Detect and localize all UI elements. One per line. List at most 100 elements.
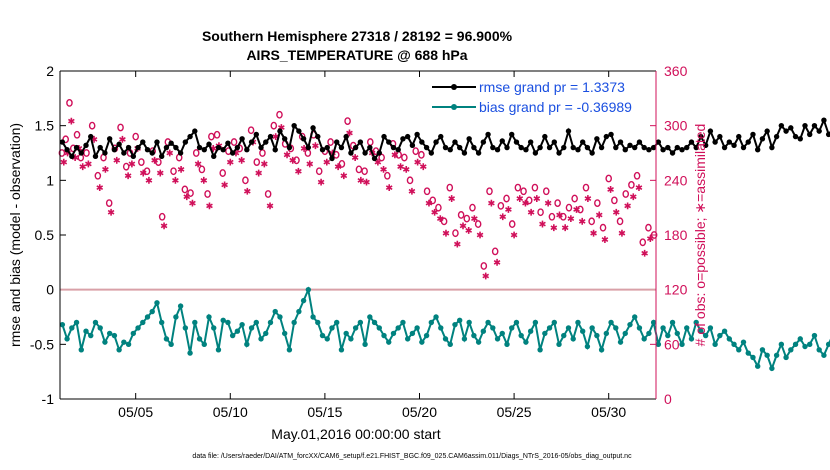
possible-obs-point: [204, 190, 211, 198]
assimilated-obs-point: [238, 156, 245, 164]
bias-point: [731, 341, 737, 348]
possible-obs-point: [264, 190, 272, 198]
bias-point: [442, 336, 449, 342]
possible-obs-point: [491, 247, 499, 256]
rmse-point: [480, 139, 487, 145]
rmse-point: [792, 133, 799, 140]
assimilated-obs-point: [102, 166, 109, 173]
possible-obs-point: [423, 187, 431, 196]
bias-point: [504, 341, 510, 348]
rmse-point: [168, 140, 174, 146]
possible-obs-point: [537, 208, 544, 217]
bias-point: [523, 339, 529, 345]
rmse-point: [220, 147, 226, 153]
rmse-point: [575, 147, 581, 153]
bias-point: [684, 325, 690, 331]
bias-point: [825, 341, 830, 348]
left-tick-label: 1.5: [35, 118, 55, 134]
bias-point: [433, 314, 439, 320]
assimilated-obs-point: [436, 215, 444, 222]
rmse-point: [140, 139, 146, 145]
bias-point: [192, 319, 198, 326]
right-tick-label: 180: [664, 227, 688, 243]
axes-lines: [59, 70, 657, 400]
plot-area: [60, 71, 656, 399]
bias-point: [594, 332, 600, 339]
rmse-point: [494, 147, 501, 153]
rmse-point: [343, 133, 349, 140]
bias-point: [797, 336, 803, 342]
left-tick-label: 1: [46, 172, 54, 188]
rmse-point: [561, 144, 567, 151]
rmse-point: [206, 141, 212, 147]
assimilated-obs-point: [68, 117, 75, 125]
rmse-point: [551, 139, 558, 145]
assimilated-obs-point: [425, 199, 433, 207]
bias-point: [367, 314, 373, 320]
rmse-point: [419, 139, 425, 145]
bias-point: [88, 332, 94, 339]
possible-obs-point: [213, 130, 221, 139]
rmse-point: [315, 133, 321, 140]
bias-point: [343, 330, 349, 337]
assimilated-obs-point: [459, 222, 467, 230]
assimilated-obs-point: [151, 156, 158, 164]
rmse-point: [371, 155, 378, 162]
x-tick-label: 05/20: [402, 404, 437, 420]
bias-point: [485, 319, 491, 326]
assimilated-obs-point: [380, 166, 387, 173]
rmse-point: [106, 136, 113, 142]
bias-point: [69, 325, 75, 331]
rmse-point: [456, 144, 463, 151]
possible-obs-point: [401, 153, 408, 162]
possible-obs-point: [242, 176, 249, 185]
assimilated-obs-point: [488, 199, 495, 207]
rmse-point: [660, 147, 666, 153]
rmse-point: [773, 133, 780, 140]
assimilated-obs-point: [194, 160, 202, 168]
rmse-point: [684, 144, 690, 151]
assimilated-obs-point: [391, 151, 399, 159]
assimilated-obs-point: [85, 160, 92, 168]
rmse-point: [702, 142, 709, 149]
assimilated-obs-point: [145, 176, 153, 184]
bias-point: [92, 319, 99, 326]
bias-point: [291, 319, 297, 326]
assimilated-obs-point: [465, 227, 473, 234]
bias-point: [324, 336, 330, 342]
x-tick-label: 05/30: [591, 404, 626, 420]
bias-point: [168, 341, 174, 348]
bias-point: [527, 328, 534, 334]
rmse-point: [594, 136, 600, 142]
assimilated-obs-point: [442, 229, 450, 237]
rmse-point: [400, 136, 406, 142]
assimilated-obs-point: [397, 163, 404, 171]
possible-obs-point: [480, 262, 488, 270]
rmse-point: [296, 128, 302, 134]
bias-point: [376, 325, 382, 331]
rmse-point: [546, 144, 553, 151]
bias-point: [674, 330, 680, 337]
bias-point: [263, 330, 269, 337]
rmse-point: [390, 144, 397, 151]
possible-obs-point: [315, 167, 323, 176]
rmse-point: [513, 139, 520, 145]
rmse-point: [598, 144, 605, 151]
assimilated-obs-point: [414, 158, 421, 166]
bias-point: [390, 330, 397, 337]
rmse-point: [442, 144, 449, 151]
assimilated-obs-point: [289, 156, 297, 164]
rmse-point: [788, 125, 794, 131]
bias-point: [632, 314, 638, 320]
bias-point: [570, 336, 576, 342]
right-tick-label: 0: [664, 391, 672, 407]
rmse-point: [471, 144, 477, 151]
rmse-point: [490, 144, 496, 151]
possible-obs-point: [219, 169, 227, 177]
possible-obs-point: [474, 220, 482, 228]
bias-point: [362, 341, 368, 348]
possible-obs-point: [446, 183, 454, 192]
rmse-point: [163, 144, 170, 151]
rmse-point: [669, 150, 676, 156]
rmse-point: [641, 144, 647, 151]
